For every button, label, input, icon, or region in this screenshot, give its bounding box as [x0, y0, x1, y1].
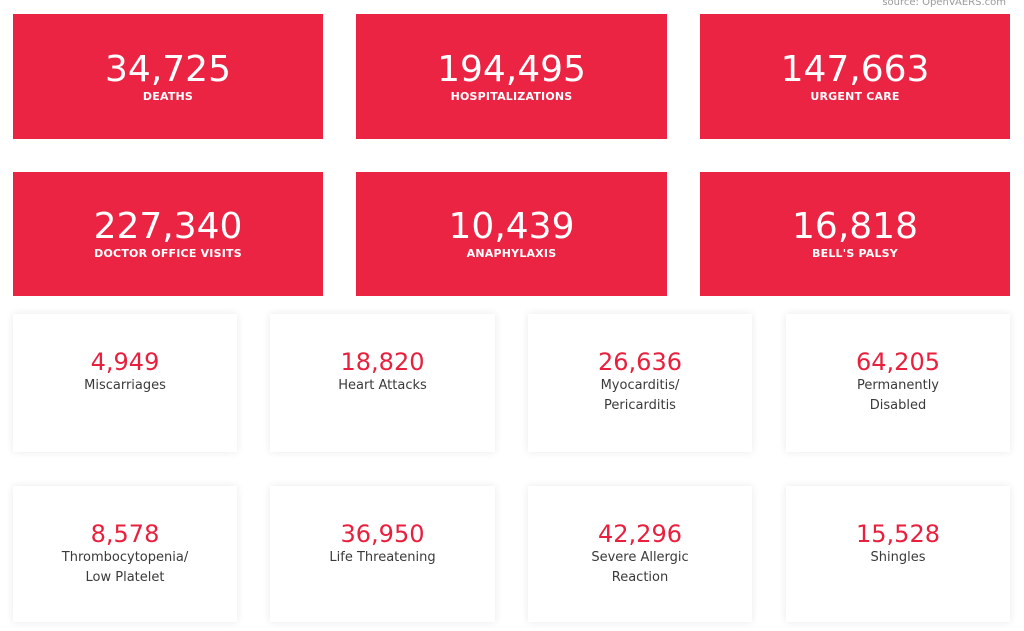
stat-value: 227,340	[93, 206, 243, 247]
stat-card-myocarditis: 26,636 Myocarditis/ Pericarditis	[528, 314, 752, 452]
stat-value: 34,725	[105, 49, 231, 90]
stat-value: 64,205	[856, 348, 940, 376]
stat-value: 8,578	[90, 520, 160, 548]
stat-label: Life Threatening	[329, 550, 436, 565]
stat-card-thrombocytopenia: 8,578 Thrombocytopenia/ Low Platelet	[13, 486, 237, 622]
stat-label: Thrombocytopenia/ Low Platelet	[61, 550, 189, 585]
stat-label: ANAPHYLAXIS	[466, 247, 557, 260]
stat-label: BELL'S PALSY	[812, 247, 898, 260]
stat-value: 18,820	[340, 348, 425, 376]
stat-label: DOCTOR OFFICE VISITS	[94, 247, 242, 260]
stat-value: 194,495	[437, 49, 586, 90]
stat-box-hospitalizations: 194,495 HOSPITALIZATIONS	[356, 14, 667, 139]
stat-value: 147,663	[780, 49, 930, 90]
stat-card-severe-allergic-reaction: 42,296 Severe Allergic Reaction	[528, 486, 752, 622]
stat-box-bells-palsy: 16,818 BELL'S PALSY	[700, 172, 1010, 296]
stat-card-life-threatening: 36,950 Life Threatening	[270, 486, 495, 622]
stat-value: 16,818	[792, 206, 918, 247]
stat-value: 26,636	[598, 348, 682, 376]
stat-box-anaphylaxis: 10,439 ANAPHYLAXIS	[356, 172, 667, 296]
stat-value: 42,296	[598, 520, 682, 548]
stat-label: Myocarditis/ Pericarditis	[600, 378, 680, 413]
stat-value: 4,949	[90, 348, 160, 376]
stat-value: 10,439	[448, 206, 575, 247]
stat-label: Shingles	[870, 550, 926, 565]
stat-label: Heart Attacks	[338, 378, 427, 393]
stat-label: URGENT CARE	[810, 90, 900, 103]
stat-card-heart-attacks: 18,820 Heart Attacks	[270, 314, 495, 452]
stat-value: 15,528	[856, 520, 940, 548]
stat-label: Severe Allergic Reaction	[591, 550, 689, 585]
stat-card-shingles: 15,528 Shingles	[786, 486, 1010, 622]
stat-label: Miscarriages	[84, 378, 166, 393]
stat-value: 36,950	[340, 520, 425, 548]
stat-card-permanently-disabled: 64,205 Permanently Disabled	[786, 314, 1010, 452]
stat-card-miscarriages: 4,949 Miscarriages	[13, 314, 237, 452]
stat-box-urgent-care: 147,663 URGENT CARE	[700, 14, 1010, 139]
stat-label: Permanently Disabled	[857, 378, 939, 413]
stat-box-deaths: 34,725 DEATHS	[13, 14, 323, 139]
stat-box-doctor-office-visits: 227,340 DOCTOR OFFICE VISITS	[13, 172, 323, 296]
stat-label: DEATHS	[142, 90, 194, 103]
source-credit: source: OpenVAERS.com	[882, 0, 1006, 8]
stat-label: HOSPITALIZATIONS	[450, 90, 573, 103]
